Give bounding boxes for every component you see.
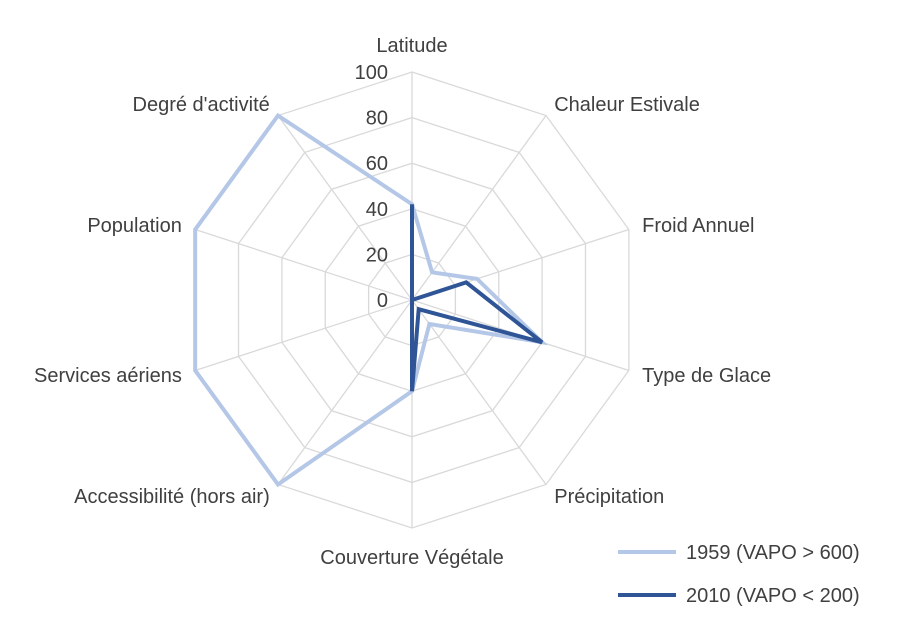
tick-label-40: 40 [366,199,388,221]
category-label-1: Latitude [376,35,447,57]
spoke-9 [194,228,413,301]
tick-label-20: 20 [366,244,388,266]
spoke-7 [277,299,413,485]
legend-label-1959: 1959 (VAPO > 600) [686,542,860,564]
category-label-7: Accessibilité (hors air) [74,486,270,508]
spoke-8 [194,299,413,372]
spoke-5 [411,299,547,485]
tick-label-0: 0 [377,290,388,312]
radar-series [193,112,549,488]
legend: 1959 (VAPO > 600) 2010 (VAPO < 200) [618,542,860,607]
legend-label-2010: 2010 (VAPO < 200) [686,585,860,607]
category-label-8: Services aériens [34,365,182,387]
category-label-5: Précipitation [554,486,664,508]
spoke-10 [277,115,413,301]
tick-label-80: 80 [366,108,388,130]
series-line-2 [410,204,544,392]
spoke-2 [411,115,547,301]
radial-axis-ticks: 0 20 40 60 80 100 [355,62,388,312]
legend-item-1959: 1959 (VAPO > 600) [618,542,860,564]
category-label-6: Couverture Végétale [320,547,503,569]
category-labels: Latitude Chaleur Estivale Froid Annuel Type… [34,35,771,569]
category-label-9: Population [87,215,182,237]
category-label-3: Froid Annuel [642,215,754,237]
category-label-2: Chaleur Estivale [554,94,700,116]
tick-label-100: 100 [355,62,388,84]
category-label-10: Degré d'activité [133,94,270,116]
legend-item-2010: 2010 (VAPO < 200) [618,585,860,607]
category-label-4: Type de Glace [642,365,771,387]
tick-label-60: 60 [366,153,388,175]
